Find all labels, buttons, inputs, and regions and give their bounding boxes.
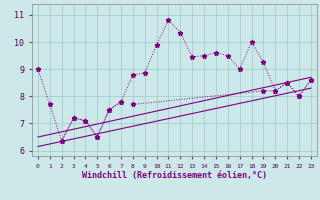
X-axis label: Windchill (Refroidissement éolien,°C): Windchill (Refroidissement éolien,°C) — [82, 171, 267, 180]
